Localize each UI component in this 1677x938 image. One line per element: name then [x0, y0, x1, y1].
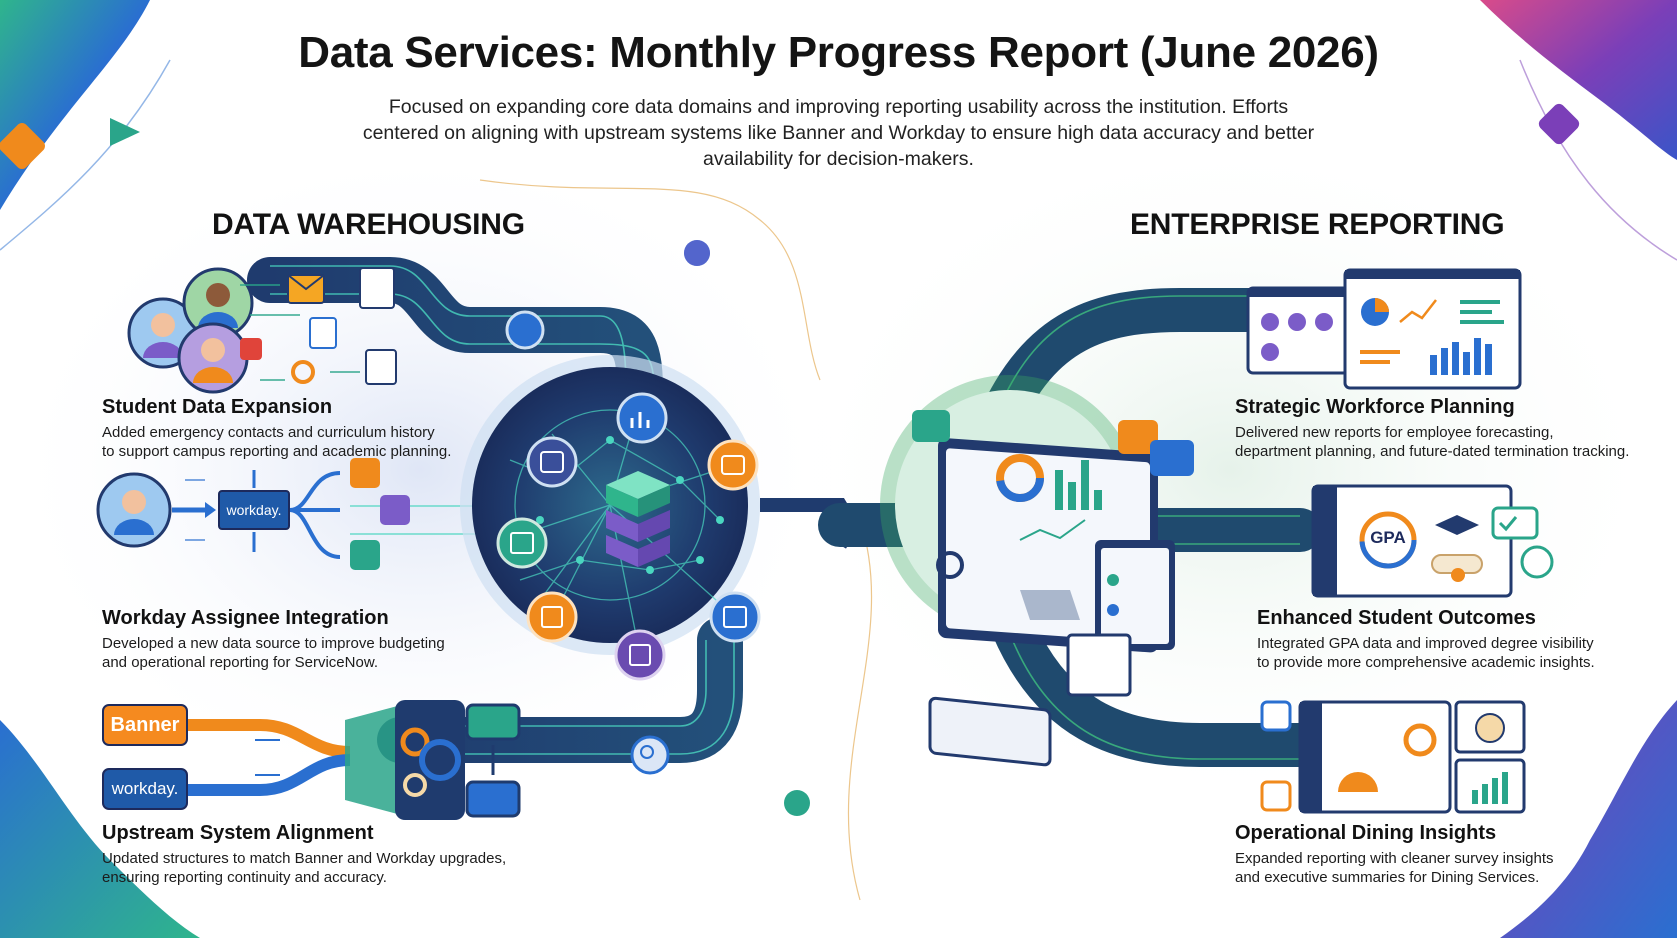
item-description: Developed a new data source to improve b…	[102, 635, 445, 652]
list-item: Upstream System Alignment Updated struct…	[102, 822, 506, 887]
item-description: to support campus reporting and academic…	[102, 443, 452, 460]
page-title: Data Services: Monthly Progress Report (…	[298, 28, 1379, 77]
banner-logo: Banner	[102, 704, 188, 746]
item-description: department planning, and future-dated te…	[1235, 443, 1630, 460]
check-chart-icon	[1491, 506, 1539, 540]
item-title: Enhanced Student Outcomes	[1257, 607, 1536, 629]
workday-logo: workday.	[102, 768, 188, 810]
item-description: and operational reporting for ServiceNow…	[102, 654, 378, 671]
play-icon	[110, 118, 140, 146]
section-heading-data-warehousing: DATA WAREHOUSING	[212, 208, 525, 241]
item-title: Upstream System Alignment	[102, 822, 374, 844]
document-icon	[359, 267, 395, 309]
student-outcomes-panel	[1311, 484, 1554, 598]
gear-icon	[936, 551, 964, 579]
list-item: Workday Assignee Integration Developed a…	[102, 607, 445, 672]
item-description: Delivered new reports for employee forec…	[1235, 424, 1554, 441]
workforce-report-panel	[1246, 268, 1522, 390]
monitor-icon	[928, 438, 1175, 767]
phone-icon	[240, 338, 262, 360]
item-title: Workday Assignee Integration	[102, 607, 389, 629]
list-item: Enhanced Student Outcomes Integrated GPA…	[1257, 607, 1595, 672]
workday-logo: workday.	[218, 490, 290, 530]
chat-icon	[912, 410, 950, 442]
item-description: Integrated GPA data and improved degree …	[1257, 635, 1594, 652]
section-heading-enterprise-reporting: ENTERPRISE REPORTING	[1130, 208, 1505, 241]
item-title: Strategic Workforce Planning	[1235, 396, 1515, 418]
item-description: and executive summaries for Dining Servi…	[1235, 869, 1540, 886]
item-description: to provide more comprehensive academic i…	[1257, 654, 1595, 671]
database-icon	[606, 471, 670, 567]
dining-icon	[1338, 772, 1378, 792]
page-subtitle: Focused on expanding core data domains a…	[362, 96, 1315, 170]
gpa-label: GPA	[1370, 528, 1406, 547]
chat-icon	[1118, 420, 1158, 454]
item-description: ensuring reporting continuity and accura…	[102, 869, 387, 886]
graduation-cap-icon	[1435, 515, 1479, 535]
list-item: Strategic Workforce Planning Delivered n…	[1235, 396, 1629, 461]
gear-icon	[400, 727, 430, 757]
chat-icon	[1150, 440, 1194, 476]
item-description: Expanded reporting with cleaner survey i…	[1235, 850, 1554, 867]
list-item: Student Data Expansion Added emergency c…	[102, 396, 451, 461]
diamond-icon	[1538, 103, 1580, 145]
list-item: Operational Dining Insights Expanded rep…	[1235, 822, 1554, 887]
item-title: Operational Dining Insights	[1235, 822, 1497, 844]
item-description: Added emergency contacts and curriculum …	[102, 424, 435, 441]
dining-panel	[1260, 700, 1526, 814]
student-avatars	[127, 267, 262, 394]
item-description: Updated structures to match Banner and W…	[102, 850, 507, 867]
item-title: Student Data Expansion	[102, 396, 333, 418]
